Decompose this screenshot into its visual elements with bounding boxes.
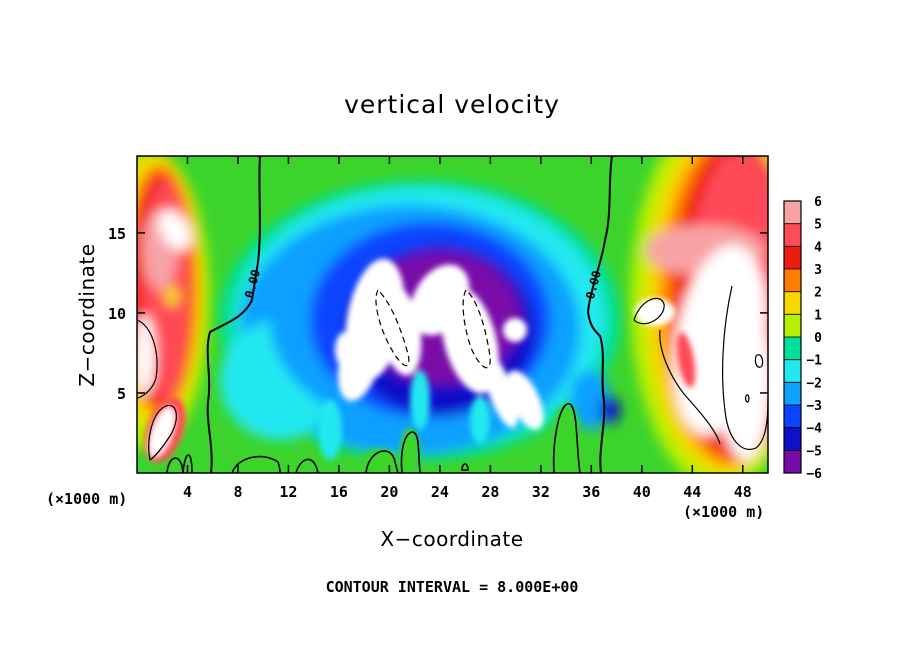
contour-blob bbox=[231, 455, 281, 473]
field-blob bbox=[676, 332, 696, 388]
contour-blob bbox=[552, 403, 581, 473]
field-blob bbox=[506, 370, 544, 430]
colorbar-label: −3 bbox=[806, 399, 822, 414]
x-tick-label: 44 bbox=[683, 483, 701, 501]
zero-contour-left bbox=[206, 156, 261, 473]
colorbar-swatch bbox=[784, 405, 801, 429]
velocity-field bbox=[137, 156, 768, 473]
colorbar-swatch bbox=[784, 246, 801, 270]
field-blob bbox=[570, 370, 610, 430]
colorbar-label: −5 bbox=[806, 444, 822, 459]
colorbar-label: −4 bbox=[806, 422, 822, 437]
contour-interior bbox=[754, 354, 764, 368]
x-unit-left: (×1000 m) bbox=[46, 490, 127, 508]
field-layer bbox=[144, 397, 186, 463]
contour-interior bbox=[148, 404, 177, 461]
x-axis-label: X−coordinate bbox=[380, 527, 523, 551]
field-layer bbox=[630, 156, 768, 473]
colorbar-swatch bbox=[784, 269, 801, 293]
colorbar-label: 1 bbox=[814, 308, 822, 323]
chart-title: vertical velocity bbox=[344, 90, 560, 119]
colorbar-label: −6 bbox=[806, 467, 822, 482]
field-blob bbox=[149, 407, 175, 457]
x-tick-label: 36 bbox=[582, 483, 600, 501]
colorbar-label: −1 bbox=[806, 354, 822, 369]
y-axis-label: Z−coordinate bbox=[75, 243, 99, 386]
y-tick-label: 10 bbox=[108, 305, 126, 323]
field-blob bbox=[719, 300, 768, 460]
contour-negative bbox=[462, 289, 491, 369]
contour-lines bbox=[137, 156, 768, 473]
field-blob bbox=[286, 458, 314, 473]
field-blob bbox=[137, 315, 155, 395]
contour-blob bbox=[365, 450, 399, 473]
colorbar-swatch bbox=[784, 314, 801, 338]
colorbar-swatch bbox=[784, 450, 801, 474]
field-blob bbox=[470, 396, 490, 444]
colorbar-swatch bbox=[784, 223, 801, 247]
field-blob bbox=[503, 318, 527, 342]
x-tick-label: 12 bbox=[279, 483, 297, 501]
colorbar-swatch bbox=[784, 337, 801, 361]
contour-blob bbox=[182, 454, 193, 473]
colorbar: 6 5 4 3 2 1 0 −1 −2 −3 −4 −5 −6 bbox=[783, 195, 822, 482]
field-blob bbox=[360, 449, 400, 473]
colorbar-swatch bbox=[784, 382, 801, 406]
zero-contour-right bbox=[586, 156, 613, 473]
x-tick-label: 28 bbox=[481, 483, 499, 501]
field-blob bbox=[482, 352, 518, 428]
contour-blob bbox=[461, 463, 469, 471]
colorbar-label: 0 bbox=[814, 331, 822, 346]
colorbar-label: −2 bbox=[806, 376, 822, 391]
x-axis-ticks: 4 8 12 16 20 24 28 32 36 40 44 48 bbox=[183, 156, 752, 501]
field-blob bbox=[410, 370, 430, 430]
field-layer bbox=[635, 298, 696, 388]
field-blob bbox=[635, 298, 675, 326]
y-tick-label: 5 bbox=[117, 385, 126, 403]
y-tick-label: 15 bbox=[108, 225, 126, 243]
contour-interior bbox=[633, 297, 665, 325]
colorbar-swatch bbox=[784, 201, 801, 225]
contour-interior bbox=[137, 319, 158, 399]
colorbar-label: 4 bbox=[814, 240, 822, 255]
field-blob bbox=[335, 332, 355, 368]
contour-negative bbox=[375, 289, 410, 367]
colorbar-swatch bbox=[784, 291, 801, 315]
field-layer bbox=[318, 258, 544, 460]
contour-blob bbox=[400, 431, 421, 473]
contour-interior bbox=[659, 329, 721, 445]
x-unit-right: (×1000 m) bbox=[683, 503, 764, 521]
plot-area bbox=[137, 156, 768, 473]
x-tick-label: 20 bbox=[380, 483, 398, 501]
x-tick-label: 24 bbox=[431, 483, 449, 501]
contour-interval-text: CONTOUR INTERVAL = 8.000E+00 bbox=[326, 578, 579, 596]
colorbar-label: 2 bbox=[814, 286, 822, 301]
contour-interior bbox=[722, 285, 768, 450]
contour-blob bbox=[295, 458, 319, 473]
field-blob bbox=[552, 404, 580, 473]
x-tick-label: 48 bbox=[734, 483, 752, 501]
y-axis-ticks: 5 10 15 bbox=[108, 225, 768, 403]
contour-blob bbox=[166, 457, 184, 473]
contour-interior bbox=[745, 394, 750, 403]
field-layer bbox=[137, 156, 210, 450]
colorbar-swatch bbox=[784, 427, 801, 451]
colorbar-label: 6 bbox=[814, 195, 822, 210]
x-tick-label: 32 bbox=[532, 483, 550, 501]
x-tick-label: 4 bbox=[183, 483, 192, 501]
field-blob bbox=[318, 400, 342, 460]
colorbar-swatch bbox=[784, 359, 801, 383]
x-tick-label: 8 bbox=[233, 483, 242, 501]
x-tick-label: 40 bbox=[633, 483, 651, 501]
colorbar-label: 5 bbox=[814, 218, 822, 233]
field-blob bbox=[158, 209, 192, 251]
field-blob bbox=[164, 286, 180, 306]
x-tick-label: 16 bbox=[330, 483, 348, 501]
field-blob bbox=[230, 460, 282, 473]
colorbar-label: 3 bbox=[814, 263, 822, 278]
plot-frame bbox=[136, 155, 769, 474]
